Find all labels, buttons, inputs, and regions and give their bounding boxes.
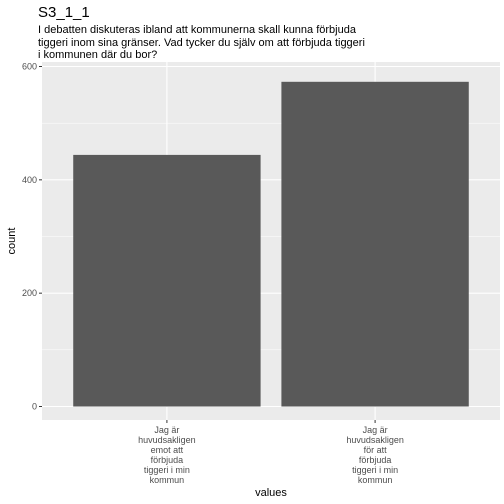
y-axis-title: count bbox=[6, 228, 18, 255]
x-tick-label: Jag är huvudsakligen för att förbjuda tigger… bbox=[346, 425, 404, 485]
y-axis: 0 200 400 600 bbox=[22, 62, 42, 412]
x-axis-title: values bbox=[255, 487, 287, 499]
bar bbox=[281, 81, 469, 407]
bars bbox=[73, 81, 469, 407]
y-tick-label: 200 bbox=[22, 288, 37, 298]
chart-subtitle: I debatten diskuteras ibland att kommune… bbox=[38, 24, 365, 61]
chart-title: S3_1_1 bbox=[38, 4, 90, 21]
y-tick-label: 400 bbox=[22, 175, 37, 185]
x-axis: Jag är huvudsakligen emot att förbjuda tigge… bbox=[138, 420, 404, 485]
bar bbox=[73, 154, 261, 407]
y-tick-label: 600 bbox=[22, 62, 37, 72]
y-tick-label: 0 bbox=[32, 402, 37, 412]
x-tick-label: Jag är huvudsakligen emot att förbjuda tigge… bbox=[138, 425, 196, 485]
